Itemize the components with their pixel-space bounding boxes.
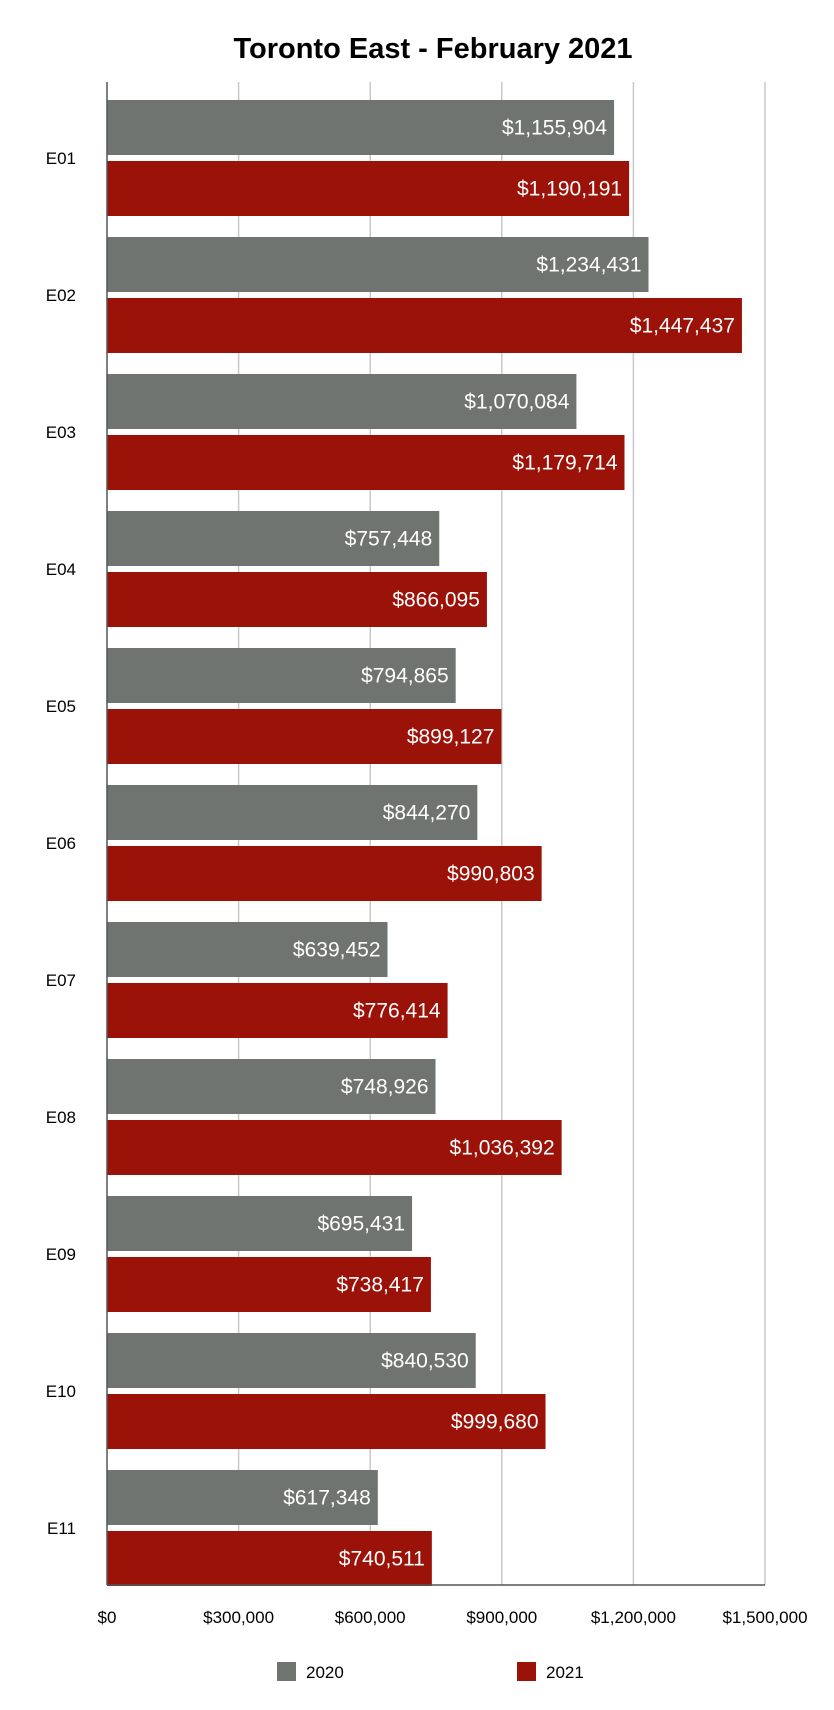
bar-e09-2021	[107, 1257, 431, 1312]
data-label: $1,036,392	[450, 1137, 555, 1160]
x-tick-label: $300,000	[203, 1608, 274, 1627]
legend-label: 2021	[546, 1663, 584, 1682]
bar-e10-2021	[107, 1394, 546, 1449]
y-category-label: E11	[47, 1519, 76, 1538]
x-tick-label: $1,200,000	[591, 1608, 676, 1627]
x-tick-label: $1,500,000	[722, 1608, 807, 1627]
y-category-label: E05	[46, 697, 76, 716]
bars: $1,155,904 $1,190,191 $1,234,431 $1,447,437…	[107, 100, 742, 1586]
y-category-label: E03	[46, 423, 76, 442]
bar-e06-2021	[107, 846, 542, 901]
legend-label: 2020	[306, 1663, 344, 1682]
data-label: $840,530	[381, 1350, 469, 1373]
y-category-label: E04	[46, 560, 76, 579]
data-label: $639,452	[293, 939, 381, 962]
data-label: $844,270	[383, 802, 471, 825]
bar-e04-2020	[107, 511, 440, 566]
bar-e01-2020	[107, 100, 615, 155]
bar-e01-2021	[107, 161, 630, 216]
legend-swatch-2020	[277, 1662, 296, 1681]
data-label: $1,447,437	[630, 315, 735, 338]
data-label: $899,127	[407, 726, 495, 749]
bar-e05-2020	[107, 648, 456, 703]
bar-e03-2021	[107, 435, 625, 490]
bar-e05-2021	[107, 709, 502, 764]
bar-e02-2021	[107, 298, 742, 353]
legend-swatch-2021	[517, 1662, 536, 1681]
data-label: $866,095	[392, 589, 480, 612]
bar-e11-2021	[107, 1531, 432, 1586]
axes: $0 $300,000 $600,000 $900,000 $1,200,000 $1,5…	[46, 82, 808, 1627]
bar-e07-2021	[107, 983, 448, 1038]
data-label: $748,926	[341, 1076, 429, 1099]
x-tick-label: $0	[98, 1608, 117, 1627]
bar-e04-2021	[107, 572, 487, 627]
chart-title: Toronto East - February 2021	[233, 33, 632, 65]
data-label: $1,234,431	[536, 254, 641, 277]
y-category-label: E10	[46, 1382, 76, 1401]
y-category-label: E07	[46, 971, 76, 990]
bar-e03-2020	[107, 374, 577, 429]
bar-e11-2020	[107, 1470, 378, 1525]
x-tick-label: $600,000	[335, 1608, 406, 1627]
bar-e09-2020	[107, 1196, 413, 1251]
data-label: $740,511	[339, 1548, 425, 1571]
data-label: $794,865	[361, 665, 449, 688]
bar-e07-2020	[107, 922, 388, 977]
bar-e08-2020	[107, 1059, 436, 1114]
data-label: $776,414	[353, 1000, 441, 1023]
y-category-label: E06	[46, 834, 76, 853]
data-label: $990,803	[447, 863, 535, 886]
y-category-label: E08	[46, 1108, 76, 1127]
y-category-label: E02	[46, 286, 76, 305]
bar-e06-2020	[107, 785, 478, 840]
legend: 2020 2021	[277, 1662, 584, 1682]
data-label: $1,155,904	[502, 117, 607, 140]
data-label: $617,348	[283, 1487, 371, 1510]
data-label: $1,190,191	[517, 178, 622, 201]
y-category-label: E01	[46, 149, 76, 168]
bar-e02-2020	[107, 237, 649, 292]
y-category-label: E09	[46, 1245, 76, 1264]
bar-e10-2020	[107, 1333, 476, 1388]
data-label: $738,417	[336, 1274, 424, 1297]
data-label: $695,431	[317, 1213, 405, 1236]
data-label: $757,448	[345, 528, 433, 551]
data-label: $1,179,714	[512, 452, 617, 475]
data-label: $999,680	[451, 1411, 539, 1434]
x-tick-label: $900,000	[466, 1608, 537, 1627]
bar-e08-2021	[107, 1120, 562, 1175]
data-label: $1,070,084	[464, 391, 569, 414]
